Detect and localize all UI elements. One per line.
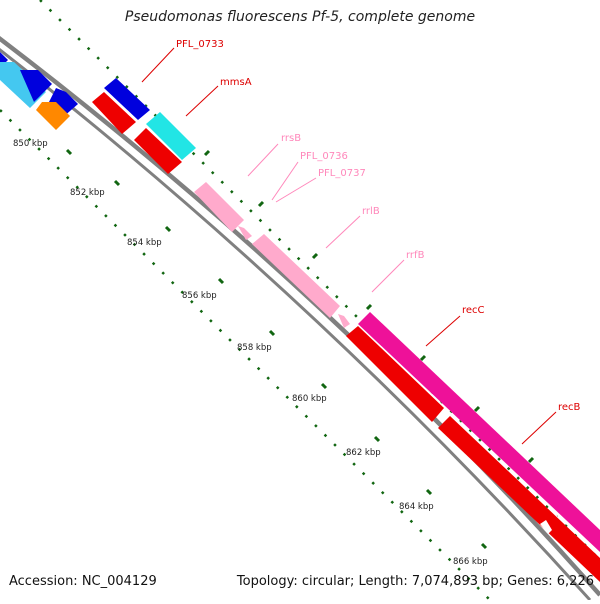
- gene-mmsa-reverse-a: [92, 92, 136, 134]
- scale-label-864: 864 kbp: [399, 502, 434, 512]
- gene-rrfb: [338, 314, 350, 328]
- genome-backbone: [0, 35, 600, 597]
- cog-magenta-reccb: [358, 312, 600, 552]
- scale-label-860: 860 kbp: [292, 394, 327, 404]
- inner-ring-ticks: [65, 148, 488, 550]
- outer-ring-ticks: [203, 149, 535, 464]
- genome-backbone-inner: [0, 48, 592, 602]
- gene-label-recc: recC: [462, 305, 485, 316]
- scale-label-856: 856 kbp: [182, 291, 217, 301]
- gene-label-rrfb: rrfB: [406, 250, 425, 261]
- gene-labels: PFL_0733 mmsA rrsB PFL_0736 PFL_0737 rrl…: [176, 39, 581, 413]
- scale-labels: 850 kbp 852 kbp 854 kbp 856 kbp 858 kbp …: [13, 139, 488, 567]
- gene-pfl-0733: [104, 78, 150, 120]
- dotted-ring-outer: [39, 0, 600, 561]
- scale-label-862: 862 kbp: [346, 448, 381, 458]
- gene-rrlb: [252, 234, 340, 318]
- gene-forward-left-b: [20, 70, 52, 102]
- cog-orange-feature: [36, 102, 70, 130]
- gene-label-pfl-0736: PFL_0736: [300, 151, 348, 162]
- gene-recc: [346, 326, 444, 422]
- gene-mmsa-reverse-b: [134, 128, 182, 174]
- accession-text: Accession: NC_004129: [9, 574, 157, 589]
- topology-text: Topology: circular; Length: 7,074,893 bp…: [236, 574, 594, 589]
- gene-label-pfl-0737: PFL_0737: [318, 168, 366, 179]
- gene-label-recb: recB: [558, 402, 581, 413]
- map-title: Pseudomonas fluorescens Pf-5, complete g…: [124, 9, 476, 25]
- scale-label-852: 852 kbp: [70, 188, 105, 198]
- dotted-ring-inner: [0, 109, 491, 601]
- scale-label-858: 858 kbp: [237, 343, 272, 353]
- gene-rrsb: [194, 182, 244, 232]
- gene-label-pfl-0733: PFL_0733: [176, 39, 224, 50]
- gene-label-mmsa: mmsA: [220, 77, 252, 88]
- scale-label-850: 850 kbp: [13, 139, 48, 149]
- gene-recb-divider: [540, 520, 552, 534]
- scale-label-854: 854 kbp: [127, 238, 162, 248]
- gene-pfl-0736: [238, 226, 252, 240]
- gene-label-rrsb: rrsB: [281, 133, 301, 144]
- label-callouts: [141, 47, 557, 445]
- scale-label-866: 866 kbp: [453, 557, 488, 567]
- gene-recb: [438, 416, 600, 582]
- gene-label-rrlb: rrlB: [362, 206, 380, 217]
- cog-cyan-feature: [146, 112, 196, 160]
